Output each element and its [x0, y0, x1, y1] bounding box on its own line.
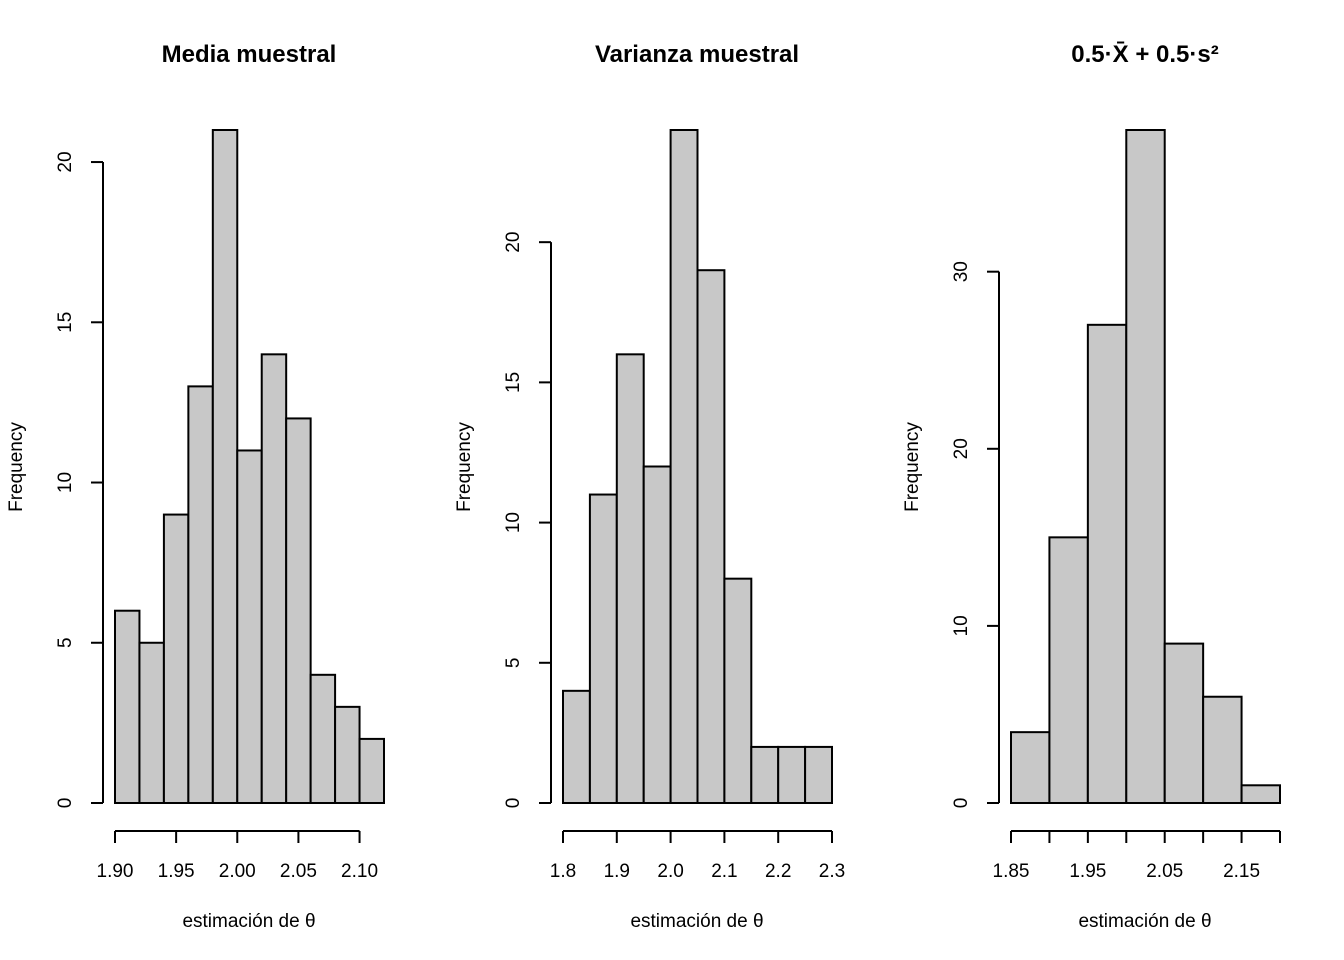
histogram-bar: [285, 417, 312, 804]
x-axis: 1.8 1.9 2.0 2.1 2.2 2.3: [550, 830, 845, 882]
histogram-bar: [309, 673, 337, 804]
histogram-bar: [1086, 323, 1128, 804]
y-tick-label: 0: [55, 798, 76, 809]
y-tick-label: 5: [503, 658, 524, 669]
x-tick-label: 1.8: [550, 861, 576, 882]
histogram-bar: [211, 129, 239, 804]
y-tick-label: 10: [951, 615, 972, 636]
panel-media-muestral: Media muestral estimación de θ Frequency…: [6, 41, 385, 932]
x-tick-label: 2.2: [765, 861, 791, 882]
x-axis: 1.85 1.95 2.05 2.15: [993, 830, 1281, 882]
x-axis: 1.90 1.95 2.00 2.05 2.10: [97, 830, 378, 882]
y-tick-label: 20: [503, 232, 524, 253]
chart-title: 0.5·X̄ + 0.5·s²: [1071, 41, 1218, 68]
y-tick-label: 20: [951, 438, 972, 459]
x-axis-label: estimación de θ: [182, 911, 315, 932]
histogram-bar: [723, 577, 753, 805]
histogram-bar: [260, 353, 288, 804]
x-tick-label: 1.9: [604, 861, 630, 882]
histogram-bar: [1125, 129, 1166, 804]
x-tick-label: 2.05: [280, 861, 317, 882]
x-tick-label: 2.3: [819, 861, 845, 882]
histogram-bar: [669, 129, 699, 804]
panel-varianza-muestral: Varianza muestral estimación de θ Freque…: [454, 41, 845, 932]
y-tick-label: 10: [55, 472, 76, 493]
y-axis: 0 10 20 30: [951, 261, 1000, 809]
chart-title: Media muestral: [162, 41, 337, 68]
y-tick-label: 0: [951, 798, 972, 809]
histogram-bar: [236, 449, 263, 804]
histogram-bar: [642, 465, 672, 804]
x-tick-label: 2.0: [657, 861, 683, 882]
histogram-bar: [1010, 731, 1051, 804]
histogram-bar: [750, 745, 780, 805]
x-tick-label: 1.95: [158, 861, 195, 882]
panel-combined-estimator: 0.5·X̄ + 0.5·s² estimación de θ Frequenc…: [902, 41, 1281, 932]
histogram-bar: [334, 705, 361, 804]
y-tick-label: 0: [503, 798, 524, 809]
y-axis-label: Frequency: [6, 422, 27, 512]
x-tick-label: 1.85: [993, 861, 1030, 882]
histogram-bar: [358, 737, 385, 805]
histogram-bar: [615, 353, 645, 804]
histogram-bar: [588, 493, 618, 804]
histogram-bar: [162, 513, 190, 804]
x-tick-label: 2.1: [711, 861, 737, 882]
x-tick-label: 2.00: [219, 861, 256, 882]
histogram-bar: [1048, 536, 1089, 804]
y-tick-label: 10: [503, 512, 524, 533]
histogram-bar: [187, 385, 214, 804]
y-tick-label: 5: [55, 637, 76, 648]
x-tick-label: 1.90: [97, 861, 134, 882]
histogram-bar: [1202, 695, 1243, 804]
histogram-bar: [804, 745, 833, 805]
y-axis-label: Frequency: [454, 422, 475, 512]
histogram-bar: [1240, 784, 1281, 805]
x-tick-label: 1.95: [1069, 861, 1106, 882]
bars: [1010, 129, 1281, 805]
y-tick-label: 30: [951, 261, 972, 282]
y-tick-label: 20: [55, 151, 76, 172]
y-axis: 0 5 10 15 20: [55, 151, 104, 809]
y-axis: 0 5 10 15 20: [503, 232, 552, 809]
bars: [562, 129, 833, 805]
y-tick-label: 15: [55, 312, 76, 333]
x-axis-label: estimación de θ: [1078, 911, 1211, 932]
y-tick-label: 15: [503, 372, 524, 393]
x-tick-label: 2.05: [1146, 861, 1183, 882]
chart-title: Varianza muestral: [595, 41, 799, 68]
histogram-bar: [1163, 642, 1205, 805]
y-axis-label: Frequency: [902, 422, 923, 512]
histogram-bar: [114, 609, 141, 805]
histogram-bar: [562, 689, 591, 804]
histogram-bar: [138, 641, 165, 804]
bars: [114, 129, 385, 805]
x-axis-label: estimación de θ: [630, 911, 763, 932]
histogram-bar: [777, 745, 807, 805]
histogram-bar: [696, 269, 726, 805]
x-tick-label: 2.10: [341, 861, 378, 882]
x-tick-label: 2.15: [1223, 861, 1260, 882]
